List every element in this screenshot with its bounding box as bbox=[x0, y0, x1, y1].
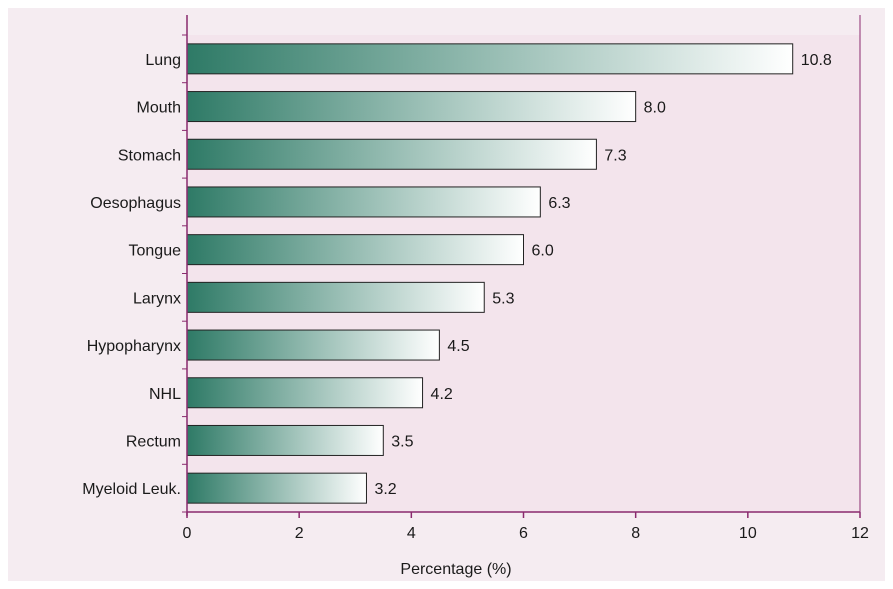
bar-myeloid-leuk bbox=[186, 472, 367, 504]
x-tick-label: 6 bbox=[519, 525, 528, 542]
x-tick-label: 4 bbox=[407, 525, 416, 542]
value-labels: 10.8 8.0 7.3 6.3 6.0 5.3 4.5 4.2 3.5 3.2 bbox=[374, 52, 831, 498]
value-label: 4.5 bbox=[447, 338, 469, 355]
x-tick-label: 10 bbox=[739, 525, 757, 542]
bar-lung bbox=[186, 43, 794, 75]
category-label: Rectum bbox=[126, 433, 181, 450]
category-label: Hypopharynx bbox=[87, 338, 181, 355]
x-ticks: 0 2 4 6 8 10 12 bbox=[183, 512, 869, 542]
bar-tongue bbox=[186, 234, 524, 266]
category-label: Lung bbox=[145, 52, 181, 69]
category-label: Mouth bbox=[137, 100, 181, 117]
bar-stomach bbox=[186, 138, 597, 170]
x-tick-label: 8 bbox=[631, 525, 640, 542]
value-label: 3.5 bbox=[391, 433, 413, 450]
category-label: Tongue bbox=[129, 243, 182, 260]
value-label: 6.0 bbox=[532, 243, 554, 260]
bar-rectum bbox=[186, 424, 384, 456]
category-label: Myeloid Leuk. bbox=[82, 481, 181, 498]
value-label: 3.2 bbox=[374, 481, 396, 498]
value-label: 5.3 bbox=[492, 290, 514, 307]
category-label: Oesophagus bbox=[90, 195, 181, 212]
value-label: 6.3 bbox=[548, 195, 570, 212]
value-label: 8.0 bbox=[644, 100, 666, 117]
category-label: NHL bbox=[149, 386, 181, 403]
value-label: 7.3 bbox=[604, 147, 626, 164]
bar-oesophagus bbox=[186, 186, 541, 218]
x-tick-label: 0 bbox=[183, 525, 192, 542]
value-label: 10.8 bbox=[801, 52, 832, 69]
x-axis-title: Percentage (%) bbox=[400, 561, 511, 578]
bars-group bbox=[186, 43, 794, 504]
category-labels: Lung Mouth Stomach Oesophagus Tongue Larynx Hy… bbox=[82, 52, 181, 498]
category-label: Stomach bbox=[118, 147, 181, 164]
bar-larynx bbox=[186, 281, 485, 313]
bar-hypopharynx bbox=[186, 329, 440, 361]
bar-mouth bbox=[186, 91, 637, 123]
category-label: Larynx bbox=[133, 290, 181, 307]
value-label: 4.2 bbox=[431, 386, 453, 403]
bar-nhl bbox=[186, 377, 424, 409]
x-tick-label: 2 bbox=[295, 525, 304, 542]
x-tick-label: 12 bbox=[851, 525, 869, 542]
